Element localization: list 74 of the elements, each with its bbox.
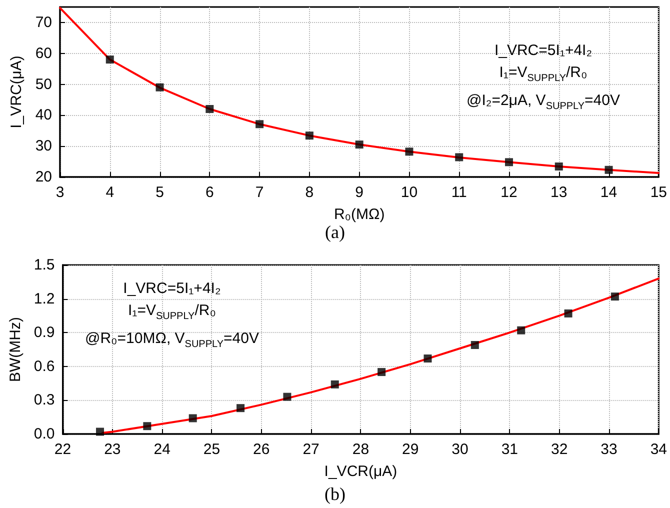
- y-tick-label: 0.6: [34, 358, 55, 375]
- x-tick-label: 15: [650, 184, 667, 201]
- annotation: @I₂=2μA, V$_{SUPPLY}$=40V: [466, 91, 620, 114]
- x-tick-label: 14: [600, 184, 618, 201]
- text: (a): [324, 222, 345, 243]
- x-tick-label: 13: [550, 184, 568, 201]
- point: [424, 354, 432, 363]
- point: [143, 422, 152, 430]
- x-tick-label: 3: [56, 184, 64, 201]
- x-tick-label: 4: [106, 184, 114, 201]
- y-tick-label: 1.5: [34, 256, 55, 274]
- annotation: I₁=V$_{SUPPLY}$/R₀: [498, 63, 588, 86]
- x-axis-title: I_VCR(μA): [324, 463, 398, 480]
- point: [106, 56, 114, 64]
- annotation: @R₀=10MΩ, V$_{SUPPLY}$=40V: [85, 329, 259, 352]
- y-tick-label: 50: [35, 76, 52, 93]
- x-tick-label: 28: [352, 441, 370, 458]
- y-tick-label: 30: [35, 138, 52, 155]
- point: [554, 162, 563, 170]
- point: [236, 404, 245, 412]
- annotation: I₁=V$_{SUPPLY}$/R₀: [127, 301, 217, 324]
- x-tick-label: 22: [54, 441, 72, 458]
- x-tick-label: 30: [452, 441, 468, 458]
- x-tick-label: 24: [154, 441, 170, 458]
- y-tick-label: 1.2: [34, 290, 55, 308]
- x-tick-label: 8: [305, 184, 314, 201]
- point: [378, 368, 386, 376]
- point: [256, 120, 264, 128]
- x-tick-label: 34: [650, 441, 667, 458]
- x-tick-label: 12: [500, 184, 518, 201]
- text: (b): [324, 484, 346, 505]
- x-axis-title: R₀(MΩ): [334, 206, 385, 223]
- x-tick-label: 9: [355, 184, 364, 201]
- y-tick-label: 0.0: [34, 426, 55, 442]
- y-axis-title: I_VRC(μA): [8, 56, 25, 128]
- x-tick-label: 5: [156, 184, 164, 201]
- point: [330, 380, 339, 388]
- y-tick-label: 0.9: [34, 324, 55, 342]
- point: [96, 428, 104, 436]
- y-tick-label: 0.3: [34, 392, 55, 409]
- annotation: I_VRC=5I₁+4I₂: [493, 41, 594, 61]
- point: [455, 153, 464, 162]
- x-tick-label: 6: [205, 184, 214, 201]
- point: [610, 292, 619, 301]
- x-tick-label: 25: [203, 441, 220, 458]
- line-series: [59, 6, 660, 174]
- y-tick-label: 70: [35, 14, 52, 31]
- x-tick-label: 29: [402, 441, 419, 458]
- point: [470, 340, 479, 349]
- x-tick-label: 23: [104, 441, 121, 458]
- annotation: I_VRC=5I₁+4I₂: [122, 279, 222, 299]
- point: [283, 392, 292, 401]
- point: [504, 158, 513, 166]
- point: [564, 309, 572, 318]
- y-tick-label: 60: [35, 44, 52, 62]
- x-tick-label: 10: [400, 184, 418, 201]
- x-tick-label: 27: [302, 441, 320, 458]
- point: [604, 166, 613, 174]
- point: [305, 132, 314, 140]
- point: [355, 140, 364, 149]
- point: [206, 105, 214, 113]
- point: [156, 83, 164, 92]
- point: [517, 326, 526, 334]
- x-tick-label: 31: [501, 441, 518, 458]
- y-tick-label: 20: [35, 168, 52, 186]
- x-tick-label: 7: [255, 184, 264, 201]
- y-axis-title: BW(MHz): [7, 317, 24, 382]
- x-tick-label: 33: [600, 441, 618, 458]
- x-tick-label: 11: [451, 184, 467, 201]
- y-tick-label: 40: [35, 106, 52, 124]
- x-tick-label: 32: [550, 441, 568, 458]
- point: [405, 148, 414, 156]
- point: [188, 414, 197, 422]
- x-tick-label: 26: [253, 441, 270, 458]
